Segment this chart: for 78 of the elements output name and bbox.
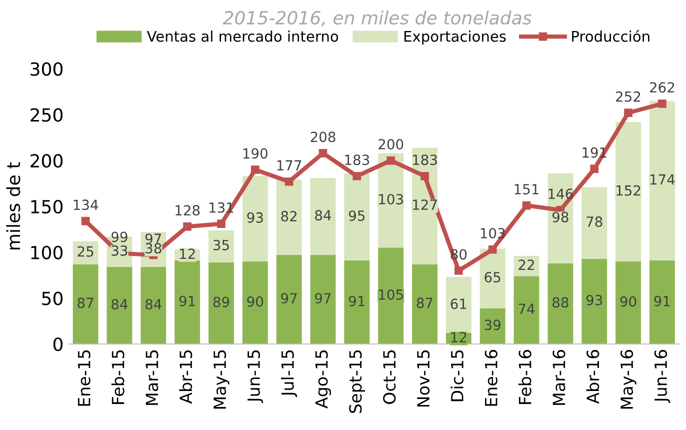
x-tick-label: Oct-15: [383, 350, 396, 404]
x-tick-label: Mar-15: [146, 350, 158, 405]
data-label: 38: [146, 243, 162, 254]
data-label: 87: [416, 298, 432, 308]
data-label: 61: [450, 298, 466, 310]
data-label: 97: [281, 293, 297, 304]
data-label: 105: [379, 289, 403, 300]
x-tick-label: Ago-15: [315, 350, 332, 408]
y-tick-label: 100: [31, 246, 63, 260]
x-tick-label: Jun-16: [654, 350, 670, 403]
data-label: 98: [552, 212, 568, 222]
data-label: 134: [74, 200, 98, 210]
data-label: 99: [112, 232, 128, 242]
x-tick-label: Feb-15: [111, 350, 124, 404]
data-label: 177: [277, 160, 302, 170]
x-tick-label: Abr-15: [179, 350, 192, 404]
data-label: 35: [213, 240, 229, 250]
data-label: 84: [112, 298, 128, 310]
x-tick-label: Feb-16: [518, 350, 532, 404]
data-label: 190: [243, 148, 268, 159]
data-label: 151: [514, 184, 538, 194]
x-tick-label: Mar-16: [552, 350, 566, 405]
legend-label: Exportaciones: [404, 30, 506, 45]
data-label: 152: [616, 185, 640, 196]
y-tick-label: 250: [30, 108, 63, 122]
data-label: 183: [413, 154, 437, 166]
data-label: 78: [586, 216, 602, 227]
y-tick-label: 150: [31, 200, 63, 214]
data-label: 95: [348, 210, 365, 221]
legend-label: Ventas al mercado interno: [146, 30, 338, 42]
data-label: 91: [179, 296, 195, 306]
x-tick-label: May-15: [214, 350, 230, 409]
y-tick-label: 300: [30, 62, 63, 76]
data-label: 65: [484, 272, 500, 282]
legend-label: Producción: [572, 30, 650, 42]
data-label: 88: [552, 297, 568, 308]
data-label: 262: [650, 82, 674, 93]
data-label: 74: [518, 304, 535, 314]
data-label: 93: [586, 294, 602, 306]
chart-title: 2015-2016, en miles de toneladas: [222, 10, 532, 26]
y-tick-label: 0: [53, 337, 63, 352]
x-tick-label: Jun-15: [248, 350, 264, 403]
data-label: 128: [176, 205, 200, 216]
y-axis-title: miles de t: [6, 162, 20, 250]
y-tick-label: 50: [42, 292, 63, 306]
data-label: 82: [281, 210, 297, 222]
data-label: 97: [315, 293, 331, 304]
x-tick-label: Ene-16: [484, 350, 498, 406]
data-label: 12: [180, 248, 195, 259]
data-label: 183: [345, 154, 370, 166]
data-label: 84: [146, 298, 162, 310]
data-label: 200: [378, 139, 404, 150]
data-label: 174: [650, 174, 675, 185]
data-label: 208: [310, 132, 336, 142]
x-tick-label: Sept-15: [349, 350, 365, 413]
x-tick-label: Jul-15: [281, 350, 298, 398]
data-label: 90: [247, 296, 264, 307]
data-label: 22: [518, 260, 534, 270]
data-label: 25: [78, 246, 94, 257]
data-label: 12: [451, 332, 466, 342]
y-tick-label: 200: [30, 154, 63, 168]
data-label: 91: [348, 296, 364, 306]
data-label: 91: [654, 296, 670, 306]
data-label: 103: [379, 194, 403, 204]
data-label: 33: [112, 245, 128, 256]
data-label: 93: [247, 212, 263, 223]
data-label: 39: [484, 320, 500, 330]
data-label: 84: [315, 210, 332, 221]
data-label: 127: [413, 199, 437, 210]
data-label: 252: [616, 91, 640, 102]
x-tick-label: Abr-16: [586, 350, 600, 404]
data-label: 90: [620, 296, 636, 307]
x-tick-label: Nov-15: [417, 350, 430, 407]
x-tick-label: Ene-15: [78, 350, 90, 406]
data-label: 87: [78, 298, 94, 308]
data-label: 89: [213, 296, 230, 308]
x-tick-label: May-16: [620, 350, 636, 409]
x-tick-label: Dic-15: [450, 350, 464, 402]
